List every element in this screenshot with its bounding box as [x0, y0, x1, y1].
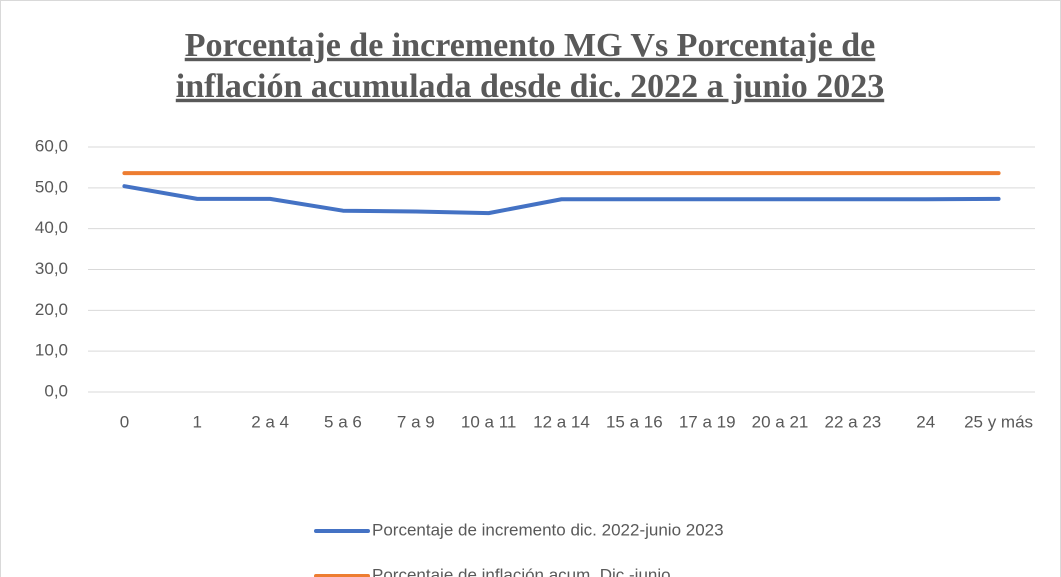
y-tick-label: 40,0 — [35, 218, 68, 237]
x-tick-label: 20 a 21 — [752, 412, 809, 431]
x-tick-label: 10 a 11 — [461, 412, 516, 431]
legend-label: Porcentaje de inflación acum. Dic.-junio — [372, 565, 671, 577]
x-tick-label: 0 — [120, 412, 129, 431]
chart-title: inflación acumulada desde dic. 2022 a ju… — [176, 68, 884, 105]
y-tick-label: 50,0 — [35, 177, 68, 196]
x-tick-label: 25 y más — [964, 412, 1033, 431]
y-tick-label: 60,0 — [35, 136, 68, 155]
x-tick-label: 15 a 16 — [606, 412, 663, 431]
x-tick-label: 22 a 23 — [825, 412, 882, 431]
x-tick-label: 12 a 14 — [533, 412, 590, 431]
x-tick-label: 2 a 4 — [251, 412, 289, 431]
x-tick-label: 7 a 9 — [397, 412, 435, 431]
y-tick-label: 30,0 — [35, 259, 68, 278]
y-tick-label: 10,0 — [35, 341, 68, 360]
x-tick-label: 24 — [916, 412, 935, 431]
x-tick-label: 17 a 19 — [679, 412, 736, 431]
y-tick-label: 0,0 — [44, 381, 68, 400]
x-tick-label: 1 — [193, 412, 202, 431]
y-tick-label: 20,0 — [35, 300, 68, 319]
chart-title: Porcentaje de incremento MG Vs Porcentaj… — [185, 27, 876, 64]
legend-label: Porcentaje de incremento dic. 2022-junio… — [372, 520, 724, 539]
line — [122, 184, 1001, 216]
x-tick-label: 5 a 6 — [324, 412, 362, 431]
